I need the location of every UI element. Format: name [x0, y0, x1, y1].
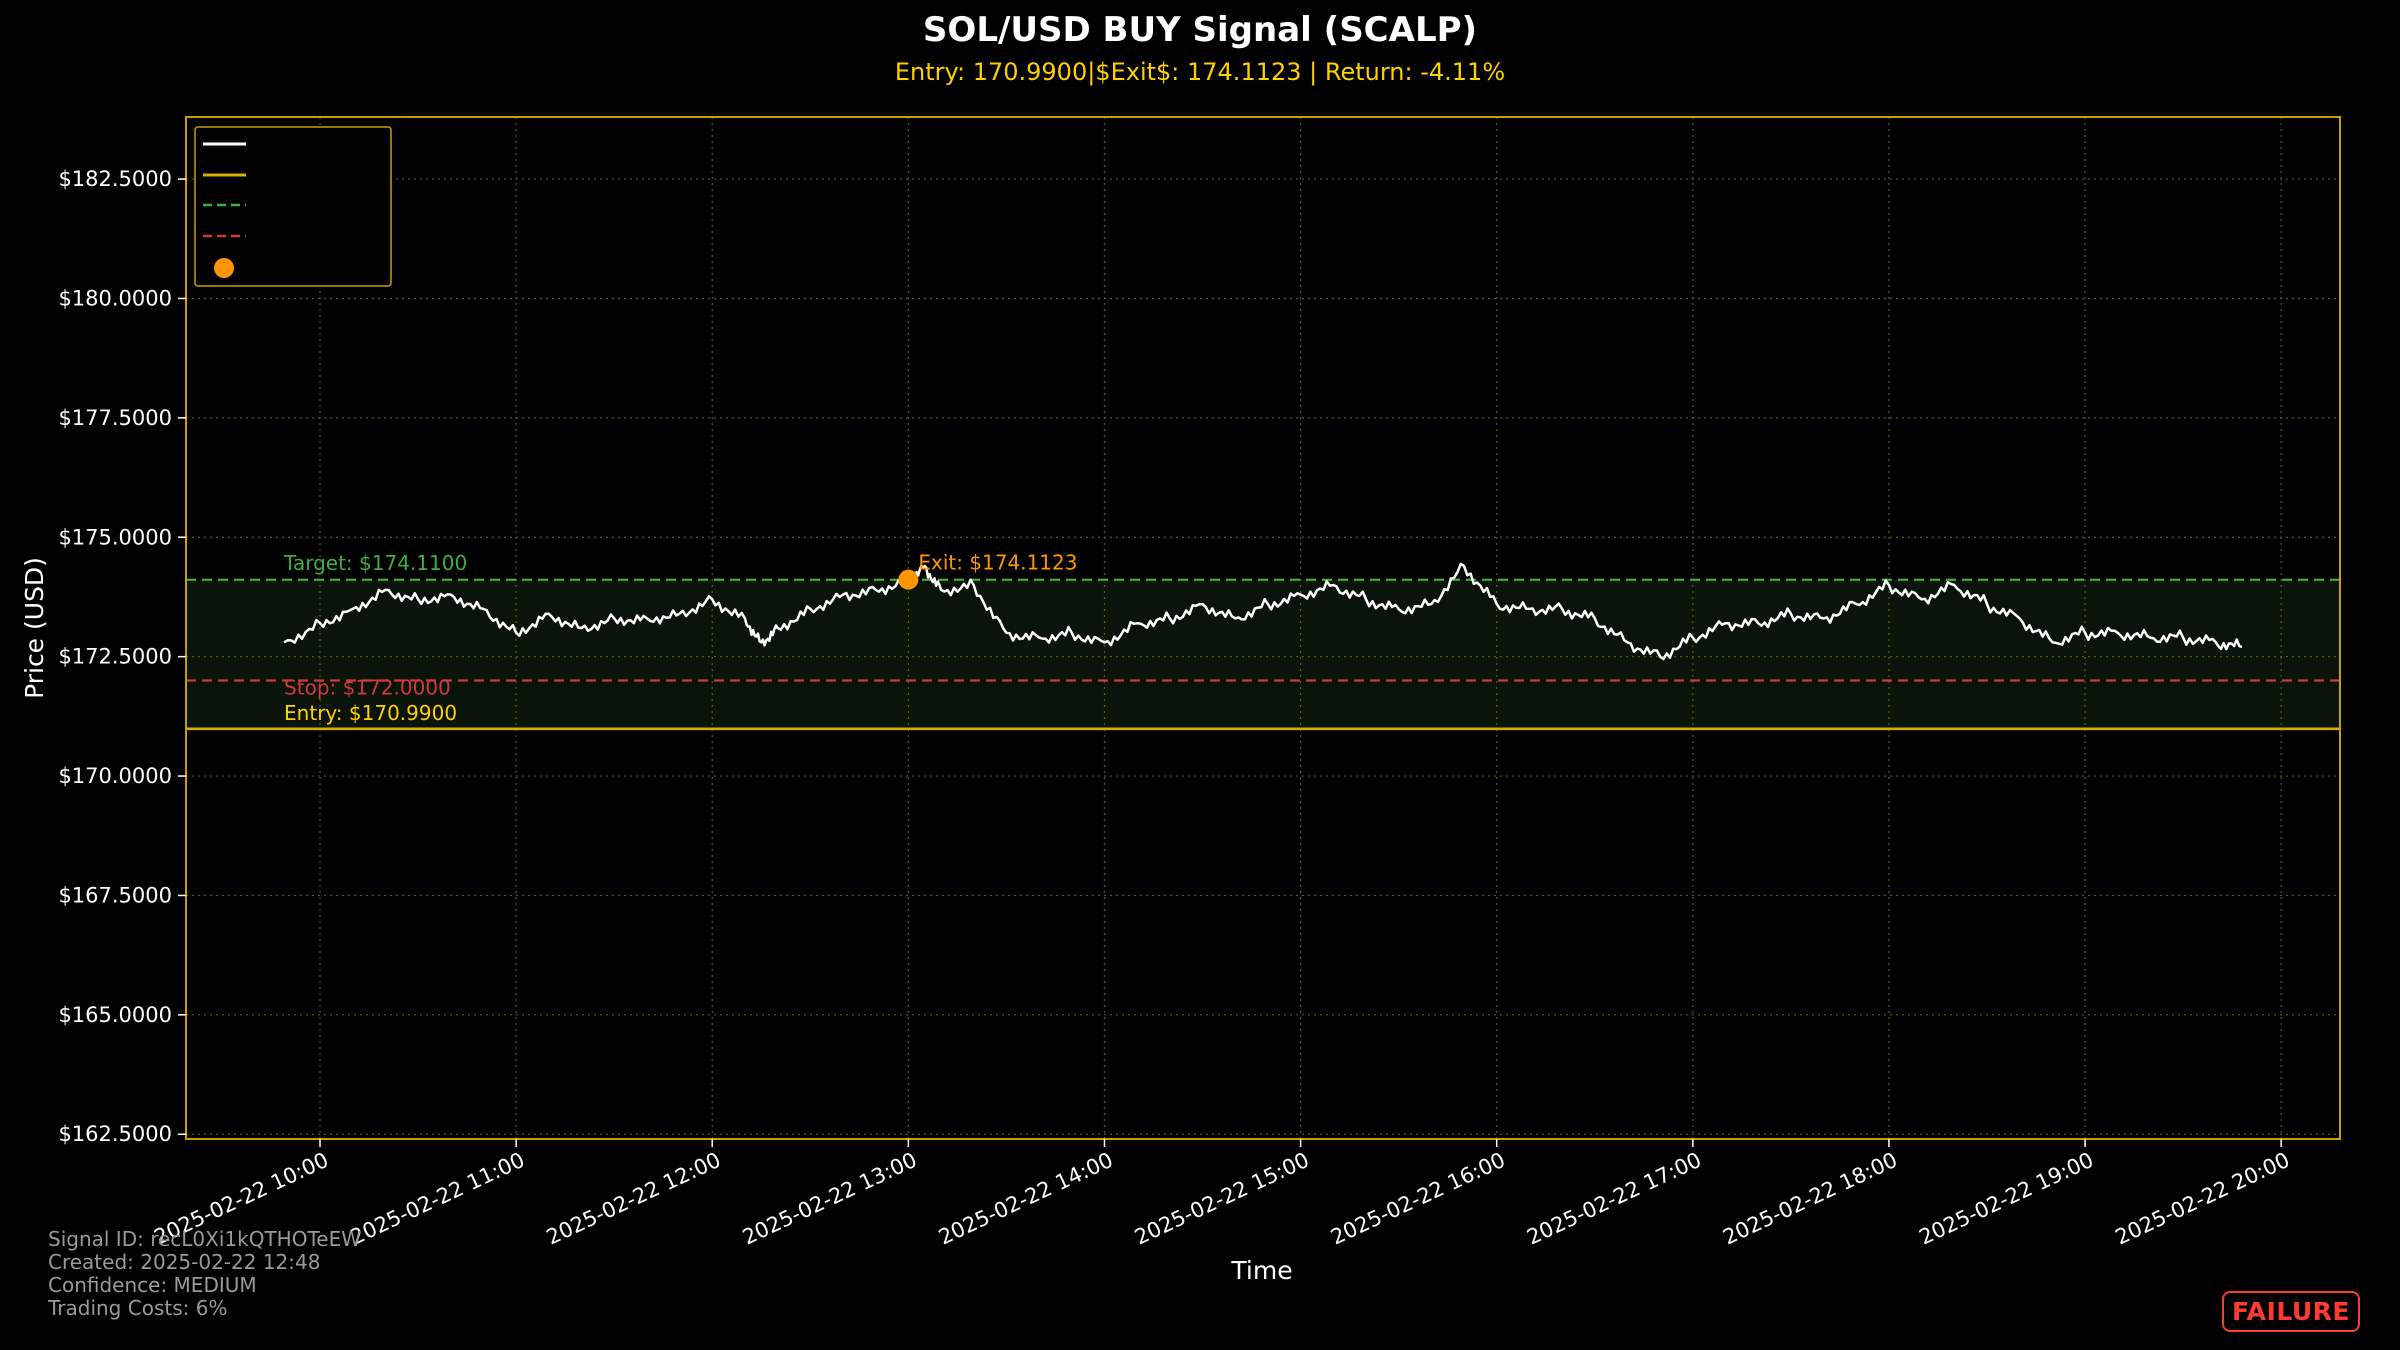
- y-tick-label: $177.5000: [58, 406, 172, 430]
- x-tick-label: 2025-02-22 15:00: [1131, 1148, 1313, 1250]
- x-tick-label: 2025-02-22 13:00: [739, 1148, 921, 1250]
- chart-title: SOL/USD BUY Signal (SCALP): [923, 10, 1477, 50]
- x-tick-label: 2025-02-22 11:00: [347, 1148, 529, 1250]
- stop-label: Stop: $172.0000: [284, 676, 451, 700]
- y-tick-label: $180.0000: [58, 286, 172, 310]
- y-axis-label: Price (USD): [20, 557, 49, 699]
- legend: [194, 126, 392, 287]
- chart-subtitle: Entry: 170.9900|$Exit$: 174.1123 | Retur…: [895, 58, 1505, 86]
- y-tick-label: $170.0000: [58, 764, 172, 788]
- legend-exit-swatch: [214, 258, 234, 278]
- x-tick-label: 2025-02-22 12:00: [543, 1148, 725, 1250]
- y-tick-label: $165.0000: [58, 1003, 172, 1027]
- grid: [186, 117, 2340, 1139]
- y-axis: $162.5000 $165.0000 $167.5000 $170.0000 $172…: [58, 167, 186, 1146]
- x-tick-label: 2025-02-22 16:00: [1327, 1148, 1509, 1250]
- entry-label: Entry: $170.9900: [284, 701, 457, 725]
- exit-label: Exit: $174.1123: [918, 551, 1077, 575]
- x-axis: 2025-02-22 10:00 2025-02-22 11:00 2025-02-…: [150, 1139, 2293, 1250]
- target-label: Target: $174.1100: [283, 551, 467, 575]
- x-tick-label: 2025-02-22 18:00: [1719, 1148, 1901, 1250]
- price-line: [283, 562, 2243, 661]
- y-tick-label: $182.5000: [58, 167, 172, 191]
- x-tick-label: 2025-02-22 14:00: [935, 1148, 1117, 1250]
- signal-id: Signal ID: recL0Xi1kQTHOTeEW: [48, 1227, 361, 1251]
- signal-info: Signal ID: recL0Xi1kQTHOTeEW Created: 20…: [48, 1228, 361, 1320]
- y-tick-label: $172.5000: [58, 645, 172, 669]
- confidence: Confidence: MEDIUM: [48, 1273, 257, 1297]
- trading-costs: Trading Costs: 6%: [48, 1296, 228, 1320]
- legend-box: [194, 126, 392, 287]
- x-tick-label: 2025-02-22 19:00: [1916, 1148, 2098, 1250]
- reference-lines: [186, 578, 2340, 731]
- created-time: Created: 2025-02-22 12:48: [48, 1250, 321, 1274]
- x-tick-label: 2025-02-22 20:00: [2112, 1148, 2294, 1250]
- y-tick-label: $167.5000: [58, 883, 172, 907]
- plot-frame: [185, 116, 2341, 1140]
- y-tick-label: $175.0000: [58, 525, 172, 549]
- y-tick-label: $162.5000: [58, 1122, 172, 1146]
- x-axis-label: Time: [1230, 1256, 1292, 1285]
- x-tick-label: 2025-02-22 17:00: [1523, 1148, 1705, 1250]
- exit-marker: [898, 569, 919, 590]
- failure-badge: FAILURE: [2221, 1291, 2360, 1332]
